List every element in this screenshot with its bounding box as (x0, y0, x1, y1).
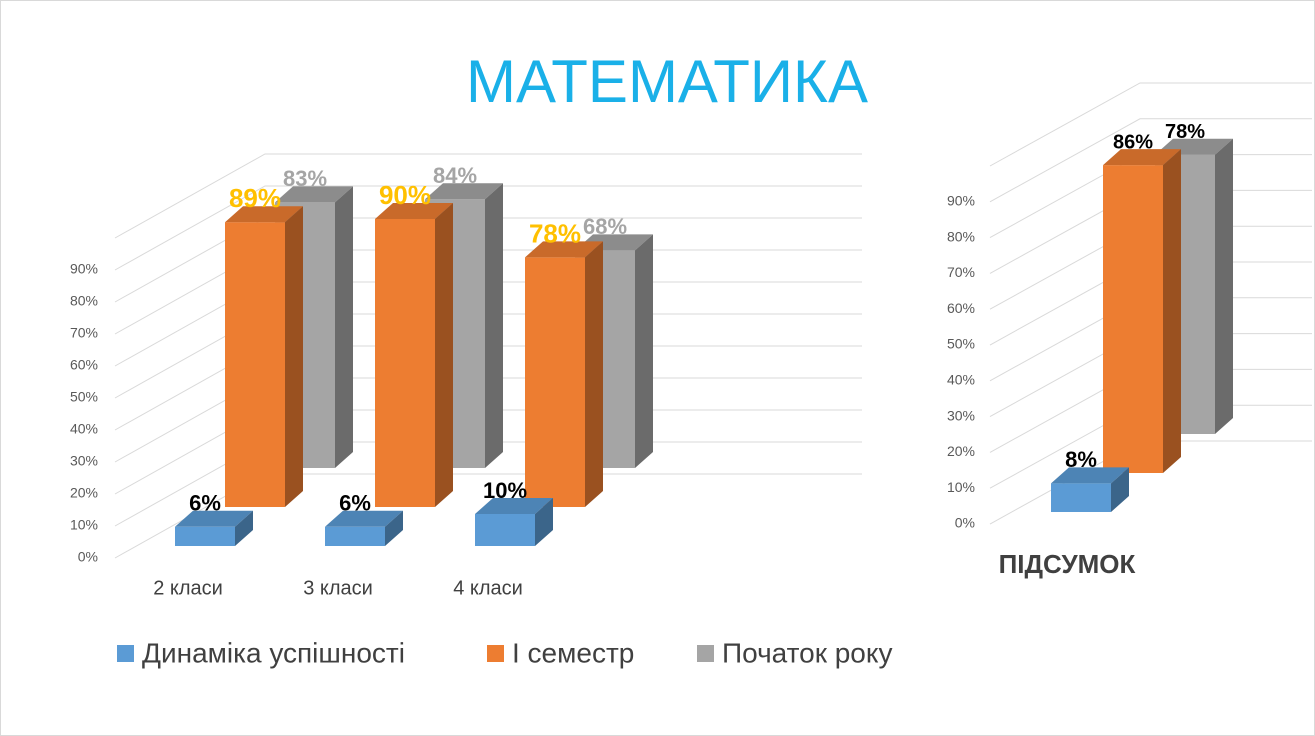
bar-top (325, 510, 403, 527)
bar-top (225, 206, 303, 223)
y-tick-label: 20% (947, 443, 975, 459)
data-label: 6% (189, 491, 221, 516)
y-tick-label: 80% (947, 228, 975, 244)
bar-top (1051, 467, 1129, 484)
x-tick-label: 4 класи (453, 577, 523, 599)
y-tick-label: 60% (947, 300, 975, 316)
grid-line (989, 118, 1312, 203)
y-tick-label: 10% (947, 479, 975, 495)
bar (325, 510, 403, 546)
legend-swatch (117, 645, 134, 662)
bar-side (335, 186, 353, 468)
bar-front (375, 219, 435, 507)
bar-side (635, 234, 653, 468)
bar-top (375, 203, 453, 219)
legend-label: Початок року (722, 637, 892, 668)
bar (1103, 149, 1181, 473)
legend-swatch (487, 645, 504, 662)
data-label: 84% (433, 163, 477, 188)
bar-front (175, 526, 235, 546)
bar-top (275, 186, 353, 203)
bar-top (1103, 149, 1181, 166)
bar-top (175, 510, 253, 527)
y-tick-label: 90% (947, 193, 975, 209)
bar-front (1103, 165, 1163, 473)
y-tick-label: 50% (947, 336, 975, 352)
bar (1051, 467, 1129, 512)
bar-front (225, 222, 285, 507)
data-label: 89% (229, 183, 281, 213)
bar-side (485, 183, 503, 468)
x-tick-label: ПІДСУМОК (999, 549, 1136, 579)
bar (525, 241, 603, 507)
data-label: 86% (1113, 131, 1153, 153)
data-label: 68% (583, 214, 627, 239)
y-tick-label: 40% (70, 421, 98, 437)
bar-side (585, 241, 603, 507)
y-tick-label: 10% (70, 517, 98, 533)
chart-title: МАТЕМАТИКА (466, 48, 868, 115)
y-tick-label: 0% (955, 515, 975, 531)
grid-line (114, 185, 862, 271)
y-tick-label: 70% (70, 325, 98, 341)
y-tick-label: 90% (70, 261, 98, 277)
y-tick-label: 30% (947, 407, 975, 423)
bar (225, 206, 303, 507)
y-tick-label: 70% (947, 264, 975, 280)
bar-side (1215, 138, 1233, 434)
bar-side (1111, 467, 1129, 512)
bar-side (385, 510, 403, 546)
bar-top (475, 498, 553, 514)
data-label: 83% (283, 166, 327, 191)
legend-label: Динаміка успішності (142, 637, 405, 668)
data-label: 90% (379, 180, 431, 210)
grid-line (114, 153, 862, 239)
legend-label: І семестр (512, 637, 634, 668)
y-tick-label: 50% (70, 389, 98, 405)
y-tick-label: 80% (70, 293, 98, 309)
y-tick-label: 0% (78, 549, 98, 565)
bar-side (535, 498, 553, 546)
bar (475, 498, 553, 546)
data-label: 78% (1165, 121, 1205, 143)
data-label: 8% (1065, 447, 1097, 472)
bar-side (1163, 149, 1181, 473)
data-label: 78% (529, 218, 581, 248)
y-tick-label: 20% (70, 485, 98, 501)
bar-front (475, 514, 535, 546)
bar-front (1051, 483, 1111, 512)
bar-front (325, 526, 385, 546)
bar (175, 510, 253, 546)
bar-top (425, 183, 503, 200)
bar-top (525, 241, 603, 258)
x-tick-label: 2 класи (153, 577, 223, 599)
bar-side (235, 510, 253, 546)
legend-swatch (697, 645, 714, 662)
bar-side (435, 203, 453, 507)
bar-front (525, 257, 585, 507)
y-tick-label: 30% (70, 453, 98, 469)
y-tick-label: 40% (947, 372, 975, 388)
data-label: 10% (483, 478, 527, 503)
grid-line (989, 82, 1312, 167)
bar-side (285, 206, 303, 507)
x-tick-label: 3 класи (303, 577, 373, 599)
data-label: 6% (339, 491, 371, 516)
y-tick-label: 60% (70, 357, 98, 373)
bar (375, 203, 453, 507)
